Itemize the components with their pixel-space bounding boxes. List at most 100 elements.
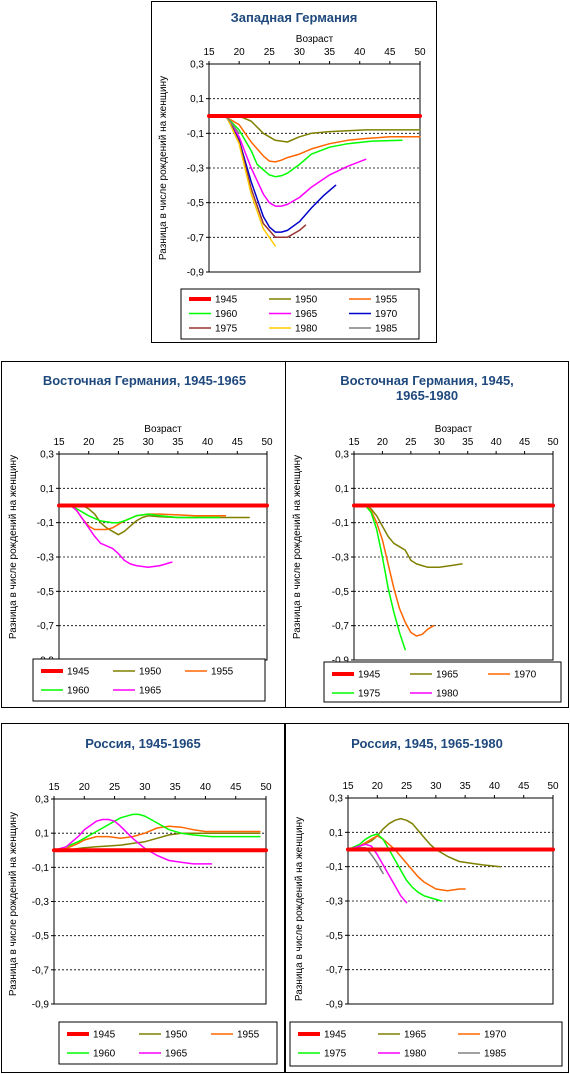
x-tick-label: 35 xyxy=(170,782,182,793)
legend-label-1965: 1965 xyxy=(139,686,162,697)
x-tick-label: 50 xyxy=(260,782,272,793)
x-tick-label: 20 xyxy=(83,437,95,448)
y-tick-label: -0,3 xyxy=(187,164,205,175)
legend-label-1965: 1965 xyxy=(404,1030,427,1041)
x-tick-label: 50 xyxy=(547,437,559,448)
y-tick-label: 0,3 xyxy=(329,794,343,805)
y-tick-label: -0,5 xyxy=(37,587,55,598)
legend-label-1965: 1965 xyxy=(295,309,318,320)
legend-label-1980: 1980 xyxy=(404,1049,427,1060)
y-tick-label: -0,1 xyxy=(326,862,344,873)
y-tick-label: 0,3 xyxy=(335,450,349,461)
chart-title: Западная Германия xyxy=(231,10,358,25)
legend-label-1945: 1945 xyxy=(215,295,238,306)
legend-label-1980: 1980 xyxy=(436,689,459,700)
legend-label-1960: 1960 xyxy=(93,1049,116,1060)
legend-label-1975: 1975 xyxy=(358,689,381,700)
x-tick-label: 40 xyxy=(491,437,503,448)
plot-area xyxy=(353,453,554,661)
x-tick-label: 20 xyxy=(372,781,384,792)
y-tick-label: -0,5 xyxy=(187,198,205,209)
x-tick-label: 40 xyxy=(200,782,212,793)
legend-label-1945: 1945 xyxy=(67,667,90,678)
y-tick-label: -0,9 xyxy=(32,1000,50,1011)
x-tick-label: 15 xyxy=(203,47,215,58)
legend-label-1985: 1985 xyxy=(484,1049,507,1060)
x-tick-label: 50 xyxy=(414,47,426,58)
y-tick-label: 0,3 xyxy=(35,795,49,806)
legend xyxy=(58,1021,278,1065)
chart-title: Россия, 1945-1965 xyxy=(85,736,201,751)
y-tick-label: -0,3 xyxy=(326,897,344,908)
chart-title: Восточная Германия, 1945, xyxy=(340,373,514,388)
series-line-1960 xyxy=(208,115,403,178)
legend-label-1955: 1955 xyxy=(211,667,234,678)
series-line-1960 xyxy=(58,504,221,524)
legend-label-1970: 1970 xyxy=(484,1030,507,1041)
chart-panel-east-germany-1: Восточная Германия, 1945-1965 Возраст 15 20… xyxy=(1,361,288,708)
x-tick-label: 45 xyxy=(230,782,242,793)
legend-label-1950: 1950 xyxy=(139,667,162,678)
series-line-1950 xyxy=(208,115,421,143)
chart-east-germany-1945-1965: Восточная Германия, 1945-1965 Возраст 15 20… xyxy=(8,373,273,702)
legend-label-1955: 1955 xyxy=(375,295,398,306)
legend-label-1960: 1960 xyxy=(215,309,238,320)
series-line-1975 xyxy=(208,115,307,239)
x-tick-label: 35 xyxy=(462,437,474,448)
x-tick-label: 30 xyxy=(434,437,446,448)
y-tick-label: -0,9 xyxy=(332,656,350,667)
chart-panel-east-germany-2: Восточная Германия, 1945, 1965-1980 Возрас… xyxy=(285,361,569,708)
legend-label-1985: 1985 xyxy=(375,324,398,335)
y-tick-label: -0,3 xyxy=(32,897,50,908)
x-tick-label: 25 xyxy=(109,782,121,793)
plot-area xyxy=(347,797,554,1005)
legend xyxy=(32,658,266,702)
chart-title: 1965-1980 xyxy=(396,388,458,403)
x-tick-label: 50 xyxy=(261,437,273,448)
series-line-1965 xyxy=(353,504,463,569)
y-tick-label: -0,3 xyxy=(332,553,350,564)
legend xyxy=(180,288,420,340)
series-line-1950 xyxy=(58,504,250,536)
legend-label-1945: 1945 xyxy=(358,670,381,681)
y-tick-label: -0,7 xyxy=(37,621,55,632)
series-line-1970 xyxy=(347,835,466,892)
x-tick-label: 40 xyxy=(354,47,366,58)
x-tick-label: 20 xyxy=(377,437,389,448)
legend-label-1965: 1965 xyxy=(165,1049,188,1060)
x-tick-label: 30 xyxy=(139,782,151,793)
chart-russia-1945-1965-1980: Россия, 1945, 1965-1980 15 20 25 30 35 40 45 50 0… xyxy=(289,736,563,1067)
series-line-1960 xyxy=(53,813,261,852)
x-tick-label: 45 xyxy=(384,47,396,58)
y-tick-label: 0,3 xyxy=(40,450,54,461)
x-tick-label: 25 xyxy=(405,437,417,448)
x-axis-label: Возраст xyxy=(296,34,334,45)
series-line-1975 xyxy=(347,833,443,902)
chart-title: Россия, 1945, 1965-1980 xyxy=(351,736,503,751)
chart-panel-west-germany: Западная Германия Возраст 15 20 25 30 35 40 45 50… xyxy=(151,1,437,343)
y-tick-label: -0,5 xyxy=(332,587,350,598)
x-tick-label: 15 xyxy=(342,781,354,792)
y-tick-label: -0,1 xyxy=(187,129,205,140)
x-tick-label: 50 xyxy=(547,781,559,792)
chart-panel-russia-1: Россия, 1945-1965 15 20 25 30 35 40 45 50 0,3 0,1 -… xyxy=(1,723,285,1073)
y-tick-label: 0,1 xyxy=(35,829,49,840)
series-line-1965 xyxy=(58,504,173,569)
legend xyxy=(323,661,562,703)
y-axis-label: Разница в числе рождений на женщину xyxy=(292,455,303,639)
plot-area xyxy=(53,798,267,1005)
y-tick-label: -0,7 xyxy=(326,965,344,976)
legend-label-1965: 1965 xyxy=(436,670,459,681)
y-axis-label: Разница в числе рождений на женщину xyxy=(8,812,19,996)
legend-label-1955: 1955 xyxy=(237,1030,260,1041)
series-line-1970 xyxy=(353,504,435,637)
series-line-1965 xyxy=(347,817,502,868)
legend-label-1980: 1980 xyxy=(295,324,318,335)
y-tick-label: -0,1 xyxy=(37,518,55,529)
plot-area xyxy=(208,63,421,273)
series-line-1975 xyxy=(353,504,406,651)
y-tick-label: -0,5 xyxy=(32,931,50,942)
series-line-1965 xyxy=(53,818,213,865)
x-tick-label: 45 xyxy=(519,437,531,448)
legend-label-1945: 1945 xyxy=(324,1030,347,1041)
